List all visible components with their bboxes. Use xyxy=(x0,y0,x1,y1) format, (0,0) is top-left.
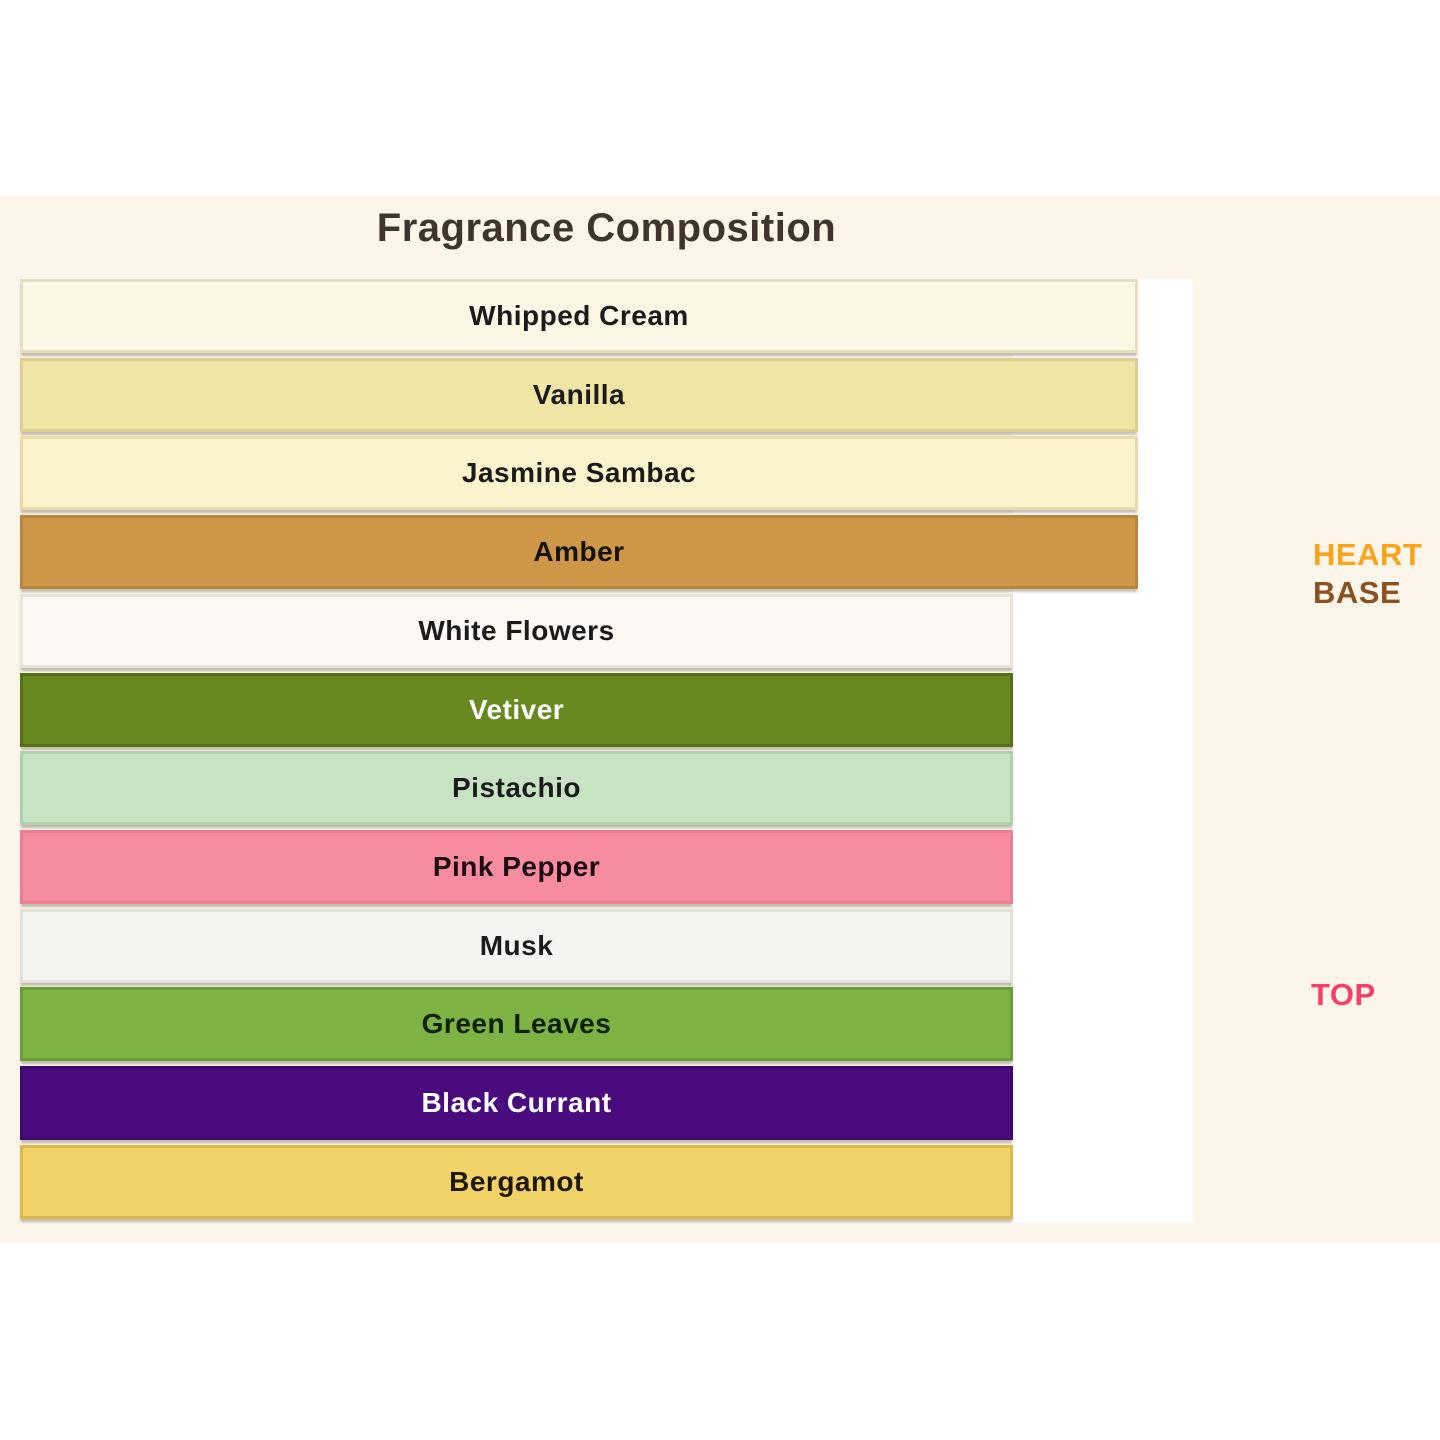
bar-jasmine-sambac: Jasmine Sambac xyxy=(20,436,1138,510)
bar-whipped-cream: Whipped Cream xyxy=(20,279,1138,353)
bar-green-leaves: Green Leaves xyxy=(20,987,1013,1061)
bar-vanilla: Vanilla xyxy=(20,358,1138,432)
bar-pink-pepper: Pink Pepper xyxy=(20,830,1013,904)
bar-white-flowers: White Flowers xyxy=(20,594,1013,668)
bar-bergamot: Bergamot xyxy=(20,1145,1013,1219)
bar-vetiver: Vetiver xyxy=(20,673,1013,747)
note-group-label-base: BASE xyxy=(1313,575,1402,610)
note-group-label-top: TOP xyxy=(1311,977,1376,1012)
bar-black-currant: Black Currant xyxy=(20,1066,1013,1140)
bar-musk: Musk xyxy=(20,909,1013,983)
bar-pistachio: Pistachio xyxy=(20,751,1013,825)
bar-amber: Amber xyxy=(20,515,1138,589)
chart-title: Fragrance Composition xyxy=(376,206,837,250)
note-group-label-heart: HEART xyxy=(1313,537,1423,572)
